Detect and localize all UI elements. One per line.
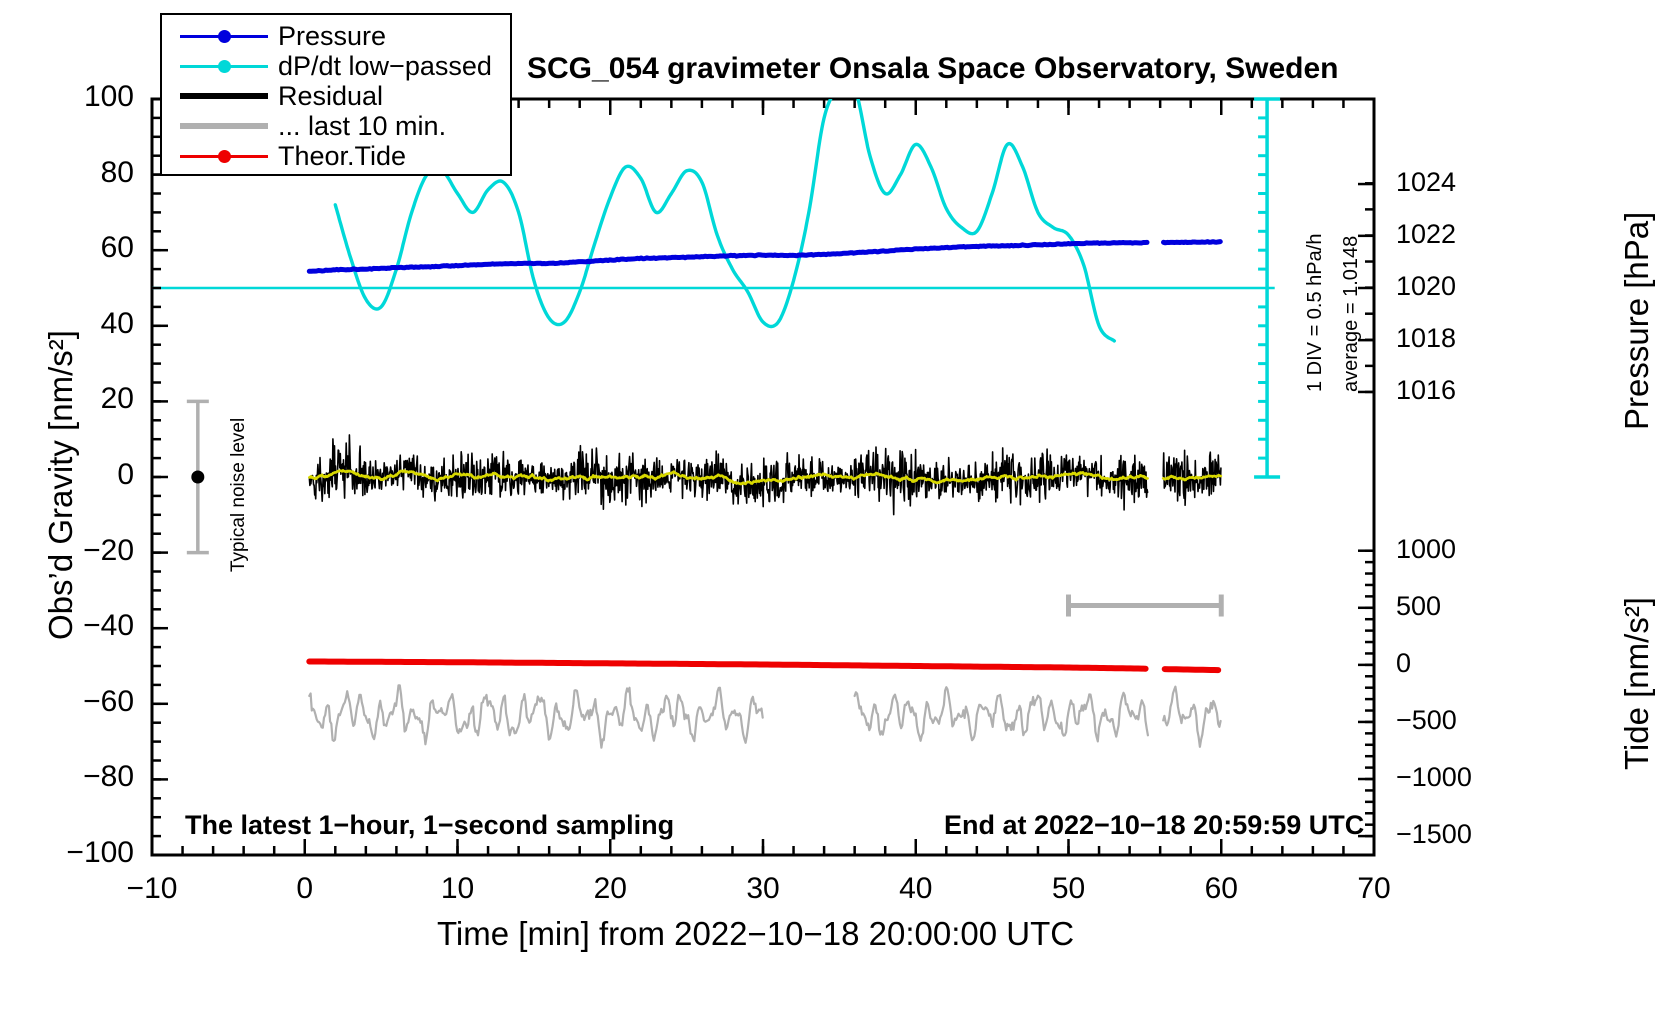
series-residual-seg2 — [1162, 449, 1222, 507]
legend-dot-icon — [218, 60, 231, 73]
y-tick-label: −100 — [66, 836, 134, 869]
legend-label: Theor.Tide — [278, 140, 407, 171]
tide-tick-label: 500 — [1396, 590, 1442, 621]
y-tick-label: 80 — [100, 155, 134, 189]
legend-item-pressure[interactable]: Pressure — [162, 21, 510, 51]
pressure-tick-label: 1022 — [1396, 218, 1457, 249]
legend-label: ... last 10 min. — [278, 110, 447, 141]
pressure-tick-label: 1016 — [1396, 374, 1457, 405]
series-last-10-min-seg3 — [1162, 685, 1222, 748]
pressure-axis-title: Pressure [hPa] — [1618, 211, 1655, 430]
page-title: SCG_054 gravimeter Onsala Space Observat… — [527, 52, 1339, 85]
tick-layer — [150, 97, 1376, 857]
x-tick-label: 20 — [593, 872, 627, 905]
y-tick-label: 40 — [100, 306, 134, 340]
y-tick-label: −20 — [83, 533, 134, 567]
legend-item-dpdt[interactable]: dP/dt low−passed — [162, 51, 510, 81]
footer-right-note: End at 2022−10−18 20:59:59 UTC — [944, 810, 1365, 840]
x-tick-label: −10 — [126, 872, 178, 905]
legend-label: Residual — [278, 80, 384, 111]
series-pressure-seg2 — [1161, 239, 1223, 246]
legend-swatch-1 — [180, 21, 268, 51]
legend-item-last10[interactable]: ... last 10 min. — [162, 111, 510, 141]
x-axis-title: Time [min] from 2022−10−18 20:00:00 UTC — [437, 915, 1075, 952]
dpdt-div-label: 1 DIV = 0.5 hPa/h — [1304, 233, 1326, 392]
tide-tick-label: 1000 — [1396, 533, 1457, 564]
legend-item-theortide[interactable]: Theor.Tide — [162, 141, 510, 171]
legend-line-icon — [180, 123, 268, 129]
legend-item-residual[interactable]: Residual — [162, 81, 510, 111]
pressure-tick-label: 1024 — [1396, 167, 1457, 198]
series-last-10-min-seg1 — [308, 684, 764, 749]
tide-tick-label: 0 — [1396, 647, 1412, 678]
series-last-10-min-seg2 — [853, 686, 1150, 743]
legend-dot-icon — [218, 30, 231, 43]
tide-tick-label: −1500 — [1396, 819, 1472, 850]
y-tick-label: 20 — [100, 382, 134, 416]
legend-label: Pressure — [278, 20, 387, 51]
y-tick-label: −80 — [83, 760, 134, 794]
x-tick-label: 50 — [1051, 872, 1086, 905]
series-residual-seg1 — [308, 434, 1149, 516]
y-tick-label: 0 — [117, 458, 134, 491]
series-residual-smoothed-seg1 — [307, 469, 1149, 486]
x-tick-label: 10 — [440, 872, 475, 905]
y-tick-label: 100 — [83, 80, 134, 113]
series-layer — [152, 99, 1275, 749]
legend-swatch-2 — [180, 51, 268, 81]
dpdt-average-label: average = 1.0148 — [1340, 235, 1362, 392]
legend: Pressure dP/dt low−passed Residual... last… — [160, 13, 512, 176]
typical-noise-level-label: Typical noise level — [228, 417, 249, 572]
pressure-tick-label: 1018 — [1396, 323, 1457, 354]
legend-swatch-5 — [180, 141, 268, 171]
x-tick-label: 40 — [899, 872, 933, 905]
tide-tick-label: −500 — [1396, 704, 1457, 735]
series-theor-tide-seg2 — [1161, 666, 1222, 674]
y-tick-label: 60 — [100, 231, 134, 265]
y-tick-label: −60 — [83, 684, 134, 718]
tide-tick-label: −1000 — [1396, 762, 1472, 793]
legend-dot-icon — [218, 150, 231, 163]
noise-bar-center-dot — [191, 470, 205, 484]
legend-line-icon — [180, 93, 268, 99]
x-tick-label: 60 — [1204, 872, 1238, 905]
series-pressure-seg1 — [306, 239, 1150, 274]
legend-label: dP/dt low−passed — [278, 50, 492, 81]
x-tick-label: 0 — [296, 872, 314, 905]
series-residual-smoothed-seg2 — [1161, 473, 1223, 482]
legend-swatch-4 — [180, 111, 268, 141]
y-tick-label: −40 — [83, 609, 134, 643]
legend-swatch-3 — [180, 81, 268, 111]
footer-left-note: The latest 1−hour, 1−second sampling — [185, 810, 675, 840]
series-theor-tide-seg1 — [306, 658, 1149, 672]
tide-axis-title: Tide [nm/s²] — [1618, 597, 1655, 770]
x-tick-label: 70 — [1357, 872, 1391, 905]
pressure-tick-label: 1020 — [1396, 271, 1457, 301]
x-tick-label: 30 — [746, 872, 780, 905]
annotation-layer — [186, 97, 1281, 617]
